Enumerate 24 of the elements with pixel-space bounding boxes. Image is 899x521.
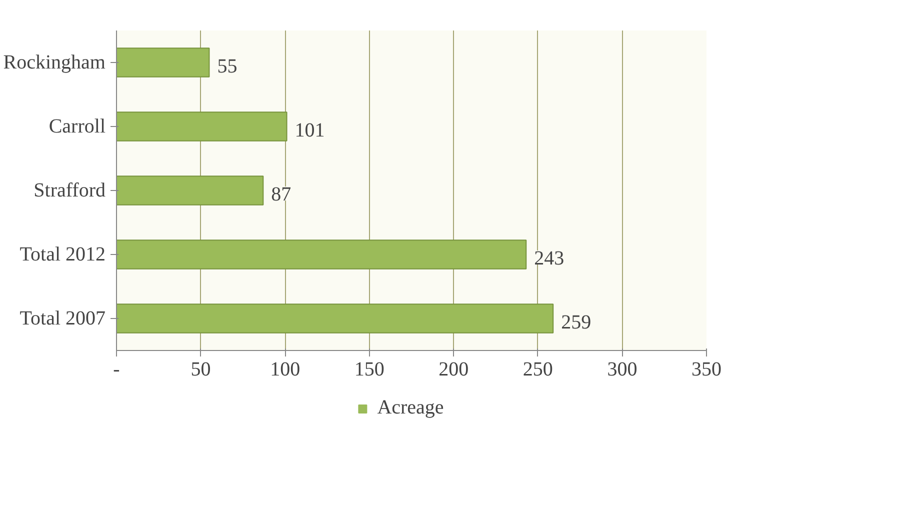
y-tick-label: Strafford (34, 180, 106, 202)
bar (116, 112, 288, 142)
x-tick-label: 350 (692, 358, 722, 380)
bar (116, 304, 554, 334)
x-tick-label: 150 (354, 358, 384, 380)
x-tick-label: 100 (270, 358, 300, 380)
bar (116, 176, 264, 206)
data-label: 243 (534, 248, 564, 270)
x-tick-label: 250 (522, 358, 553, 380)
x-tick-label: 300 (607, 358, 638, 380)
y-tick-label: Total 2012 (20, 244, 106, 266)
data-label: 87 (271, 184, 292, 206)
x-tick-label: 50 (190, 358, 211, 380)
y-tick-label: Rockingham (3, 52, 106, 74)
y-tick-label: Carroll (48, 116, 106, 138)
x-tick-label: 200 (438, 358, 469, 380)
legend-label: Acreage (377, 396, 444, 420)
bar (116, 240, 527, 270)
x-tick-label: - (113, 358, 120, 380)
data-label: 101 (294, 120, 325, 142)
data-label: 259 (561, 312, 592, 334)
data-label: 55 (217, 56, 238, 78)
bar (116, 48, 210, 78)
y-tick-label: Total 2007 (20, 308, 106, 330)
